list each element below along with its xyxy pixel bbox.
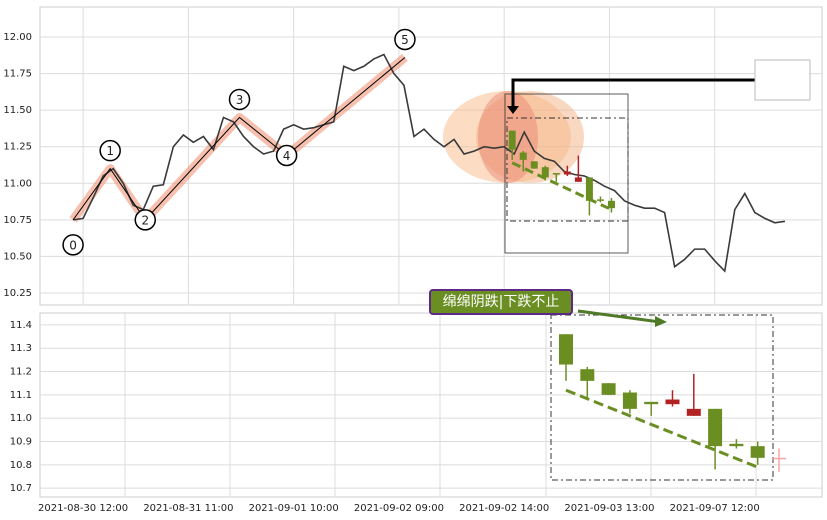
pivot-label: 0 xyxy=(69,238,77,252)
y-tick-label: 10.25 xyxy=(3,288,32,299)
price-line xyxy=(72,53,786,273)
y-tick-label: 12.00 xyxy=(3,32,32,43)
y-tick-label: 10.9 xyxy=(10,436,32,447)
pivot-label: 5 xyxy=(401,33,409,47)
y-tick-label: 11.3 xyxy=(10,343,32,354)
zoom-frame xyxy=(504,93,629,254)
y-tick-label: 11.75 xyxy=(3,69,32,80)
x-tick-label: 2021-09-02 14:00 xyxy=(459,503,549,514)
y-tick-label: 11.25 xyxy=(3,142,32,153)
pivot-label: 3 xyxy=(236,93,244,107)
candle-body xyxy=(772,457,786,460)
candle-body xyxy=(585,177,593,201)
candle-body xyxy=(708,408,723,447)
pivot-label: 4 xyxy=(283,149,291,163)
candle-body xyxy=(644,401,659,405)
highlight-ellipse xyxy=(476,91,584,183)
candle-body xyxy=(508,130,516,150)
zoom-box xyxy=(550,314,774,481)
trend-line xyxy=(511,161,613,211)
candle-body xyxy=(580,369,595,381)
candle-body xyxy=(596,199,604,201)
pivot-marker xyxy=(228,88,251,111)
pivot-marker xyxy=(99,139,121,162)
candle-body xyxy=(686,408,701,416)
zoom-box xyxy=(506,117,629,222)
pivot-marker xyxy=(275,144,298,167)
candle-body xyxy=(574,177,582,182)
annotation-arrow xyxy=(577,309,661,324)
annotation-box xyxy=(429,289,573,315)
pivot-label: 1 xyxy=(106,144,114,158)
x-tick-label: 2021-08-31 11:00 xyxy=(143,503,233,514)
x-tick-label: 2021-09-03 13:00 xyxy=(564,503,654,514)
candle-body xyxy=(729,443,744,447)
x-tick-label: 2021-08-30 12:00 xyxy=(38,503,128,514)
y-tick-label: 11.2 xyxy=(10,367,32,378)
candle-body xyxy=(607,200,615,209)
candle-body xyxy=(519,152,527,160)
arrow-head xyxy=(655,316,667,327)
y-tick-label: 10.8 xyxy=(10,460,32,471)
y-tick-label: 11.50 xyxy=(3,105,32,116)
candle-body xyxy=(601,383,616,395)
y-tick-label: 11.00 xyxy=(3,178,32,189)
zigzag-line xyxy=(72,57,406,221)
y-tick-label: 10.75 xyxy=(3,215,32,226)
thumbnail xyxy=(754,59,811,101)
y-tick-label: 11.4 xyxy=(10,320,32,331)
y-tick-label: 10.7 xyxy=(10,483,32,494)
candle-body xyxy=(559,334,573,365)
y-tick-label: 11.0 xyxy=(10,413,32,424)
candle-body xyxy=(563,171,571,175)
candle-body xyxy=(750,446,765,458)
annotation: 绵绵阴跌|下跌不止 xyxy=(443,293,560,310)
top-panel xyxy=(39,6,823,306)
x-tick-label: 2021-09-02 09:00 xyxy=(354,503,444,514)
candle-body xyxy=(530,161,538,169)
arrow-head xyxy=(507,106,519,114)
pivot-marker xyxy=(394,28,416,51)
pivot-marker xyxy=(134,209,157,231)
y-tick-label: 10.50 xyxy=(3,251,32,262)
candle-body xyxy=(665,399,680,405)
candle-body xyxy=(541,167,549,178)
candle-body xyxy=(552,173,560,175)
y-tick-label: 11.1 xyxy=(10,390,32,401)
x-tick-label: 2021-09-01 10:00 xyxy=(249,503,339,514)
candle-body xyxy=(622,392,637,409)
pivot-marker xyxy=(62,234,84,256)
x-tick-label: 2021-09-07 12:00 xyxy=(670,503,760,514)
bottom-panel xyxy=(39,312,823,498)
pointer-arrow xyxy=(511,78,755,110)
trend-line xyxy=(565,388,759,469)
pivot-label: 2 xyxy=(141,213,149,227)
